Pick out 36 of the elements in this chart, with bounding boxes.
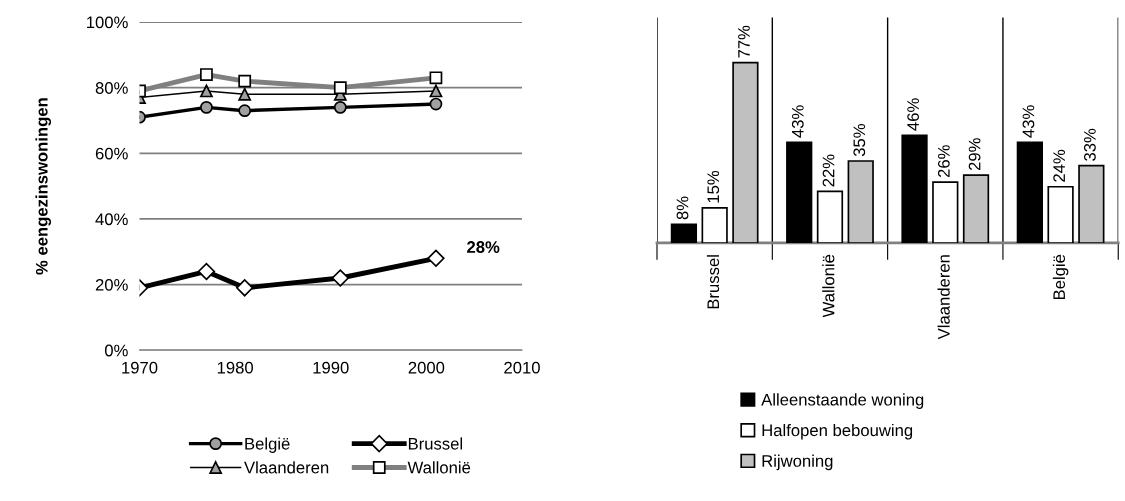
- data-label: 8%: [676, 196, 689, 220]
- x-tick-label: Wallonië: [822, 254, 835, 318]
- y-tick-label: 0%: [104, 344, 128, 357]
- x-tick-label: België: [1052, 254, 1069, 300]
- x-tick-label: Vlaanderen: [937, 255, 950, 340]
- legend-label: Halfopen bebouwing: [762, 423, 913, 440]
- y-tick-label: 60%: [95, 147, 128, 160]
- y-tick-label: 40%: [95, 213, 128, 226]
- y-axis-title: % eengezinswoningen: [35, 98, 52, 275]
- data-label: 22%: [822, 154, 835, 187]
- x-tick-label: 2000: [408, 361, 445, 374]
- data-label: 29%: [968, 138, 981, 171]
- data-label: 77%: [738, 25, 750, 58]
- legend-label: Brussel: [408, 437, 463, 450]
- x-tick-label: 1980: [217, 361, 254, 374]
- data-label: 46%: [907, 98, 920, 131]
- legend-label: Vlaanderen: [244, 461, 329, 474]
- data-label: 43%: [791, 105, 804, 138]
- legend-label: Rijwoning: [762, 454, 833, 471]
- data-label: 33%: [1084, 128, 1096, 161]
- x-tick-label: 1970: [122, 361, 158, 374]
- data-label: 26%: [937, 145, 950, 178]
- data-label: 24%: [1053, 149, 1065, 182]
- data-label: 43%: [1022, 105, 1035, 138]
- data-label: 35%: [853, 124, 866, 157]
- y-tick-label: 20%: [95, 278, 128, 291]
- legend-label: Alleenstaande woning: [761, 393, 924, 409]
- annotation: 28%: [467, 241, 500, 253]
- data-label: 15%: [707, 170, 720, 203]
- legend-label: Wallonië: [407, 461, 471, 474]
- x-tick-label: 1990: [313, 361, 349, 374]
- x-tick-label: 2010: [504, 361, 540, 374]
- y-tick-label: 80%: [95, 82, 128, 94]
- legend-label: België: [245, 437, 290, 453]
- x-tick-label: Brussel: [706, 255, 720, 309]
- y-tick-label: 100%: [87, 16, 128, 29]
